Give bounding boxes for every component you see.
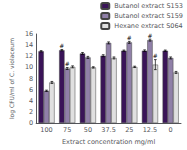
svg-text:#: # — [65, 60, 70, 67]
svg-text:Butanol extract S159: Butanol extract S159 — [114, 12, 183, 20]
svg-text:8: 8 — [29, 75, 33, 83]
svg-text:#: # — [127, 34, 132, 41]
svg-text:#: # — [153, 52, 158, 59]
svg-text:12: 12 — [25, 52, 33, 60]
svg-text:10: 10 — [25, 63, 33, 71]
svg-text:#: # — [59, 42, 64, 49]
svg-text:25: 25 — [125, 126, 133, 134]
svg-text:2: 2 — [29, 108, 33, 116]
svg-text:Butanol extract S153: Butanol extract S153 — [114, 2, 183, 10]
svg-text:0: 0 — [29, 119, 33, 127]
svg-text:37.5: 37.5 — [101, 126, 115, 134]
svg-text:12.5: 12.5 — [143, 126, 157, 134]
svg-text:100: 100 — [40, 126, 52, 134]
svg-text:Extract concentration mg/ml: Extract concentration mg/ml — [62, 138, 155, 146]
svg-text:log CFU/ml of C. violaceum: log CFU/ml of C. violaceum — [8, 38, 16, 119]
svg-text:Hexane extract S064: Hexane extract S064 — [114, 22, 182, 30]
svg-text:14: 14 — [25, 41, 33, 49]
svg-text:16: 16 — [25, 30, 33, 38]
svg-text:0: 0 — [169, 126, 173, 134]
svg-text:50: 50 — [84, 126, 92, 134]
svg-text:6: 6 — [29, 86, 33, 94]
svg-text:75: 75 — [63, 126, 71, 134]
svg-text:#: # — [147, 32, 152, 39]
svg-text:4: 4 — [29, 97, 33, 105]
